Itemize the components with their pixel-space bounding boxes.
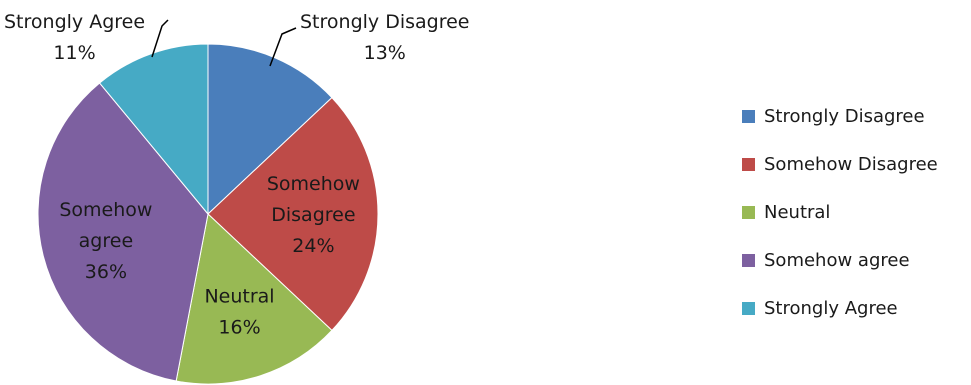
pie-slice-strongly-disagree [207,43,333,216]
pie-slice-somehow-disagree [207,96,379,332]
slice-label-line-neutral-1: 16% [218,317,260,339]
legend-item-somehow-agree: Somehow agree [742,248,971,272]
slice-label-line-somehow-agree-0: Somehow [59,199,152,221]
legend-item-neutral: Neutral [742,200,971,224]
legend-item-strongly-agree: Strongly Agree [742,296,971,320]
legend-label-neutral: Neutral [764,201,831,223]
slice-label-line-strongly-disagree-1: 13% [364,42,406,64]
slice-label-neutral: Neutral 16% [204,286,274,339]
slice-label-line-somehow-disagree-2: 24% [292,235,334,257]
legend-label-somehow-disagree: Somehow Disagree [764,153,938,175]
legend-label-strongly-disagree: Strongly Disagree [764,105,925,127]
legend-swatch-somehow-agree [742,253,755,267]
slice-label-strongly-agree: Strongly Agree 11% [4,11,145,64]
pie-slice-somehow-agree [37,82,209,382]
legend-swatch-neutral [742,205,755,219]
leader-line-strongly-disagree [269,27,297,67]
pie-plot: Strongly Disagree 13% Somehow Disagree 24% Ne… [4,11,469,385]
pie-slice-neutral [175,213,333,385]
slice-label-line-somehow-disagree-1: Disagree [271,204,355,226]
slice-label-line-somehow-agree-2: 36% [85,261,127,283]
legend-item-somehow-disagree: Somehow Disagree [742,152,971,176]
legend-swatch-somehow-disagree [742,157,755,171]
legend-swatch-strongly-agree [742,301,755,315]
slice-label-line-strongly-agree-0: Strongly Agree [4,11,145,33]
legend: Strongly Disagree Somehow Disagree Neutr… [742,104,971,344]
legend-swatch-strongly-disagree [742,109,755,123]
slice-label-somehow-disagree: Somehow Disagree 24% [267,173,360,257]
slice-labels: Strongly Disagree 13% Somehow Disagree 24% Ne… [4,11,469,339]
legend-label-strongly-agree: Strongly Agree [764,297,898,319]
slice-label-line-strongly-disagree-0: Strongly Disagree [300,11,469,33]
slice-label-line-somehow-disagree-0: Somehow [267,173,360,195]
slice-label-line-neutral-0: Neutral [204,286,274,308]
pie-slices [37,43,379,385]
leader-lines [151,19,297,67]
slice-label-somehow-agree: Somehow agree 36% [59,199,152,283]
leader-line-strongly-agree [151,19,169,58]
slice-label-strongly-disagree: Strongly Disagree 13% [300,11,469,64]
legend-item-strongly-disagree: Strongly Disagree [742,104,971,128]
legend-label-somehow-agree: Somehow agree [764,249,910,271]
pie-slice-strongly-agree [98,43,209,216]
slice-label-line-somehow-agree-1: agree [79,230,133,252]
slice-label-line-strongly-agree-1: 11% [53,42,95,64]
